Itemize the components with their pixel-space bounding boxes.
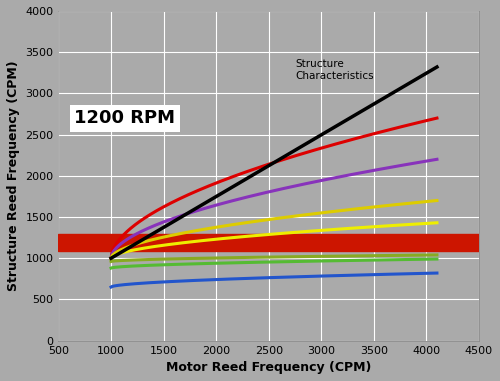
Y-axis label: Structure Reed Frequency (CPM): Structure Reed Frequency (CPM) (7, 61, 20, 291)
Text: Structure
Characteristics: Structure Characteristics (295, 59, 374, 81)
X-axis label: Motor Reed Frequency (CPM): Motor Reed Frequency (CPM) (166, 361, 372, 374)
Text: 1200 RPM: 1200 RPM (74, 109, 176, 127)
Bar (58, 234, 479, 251)
